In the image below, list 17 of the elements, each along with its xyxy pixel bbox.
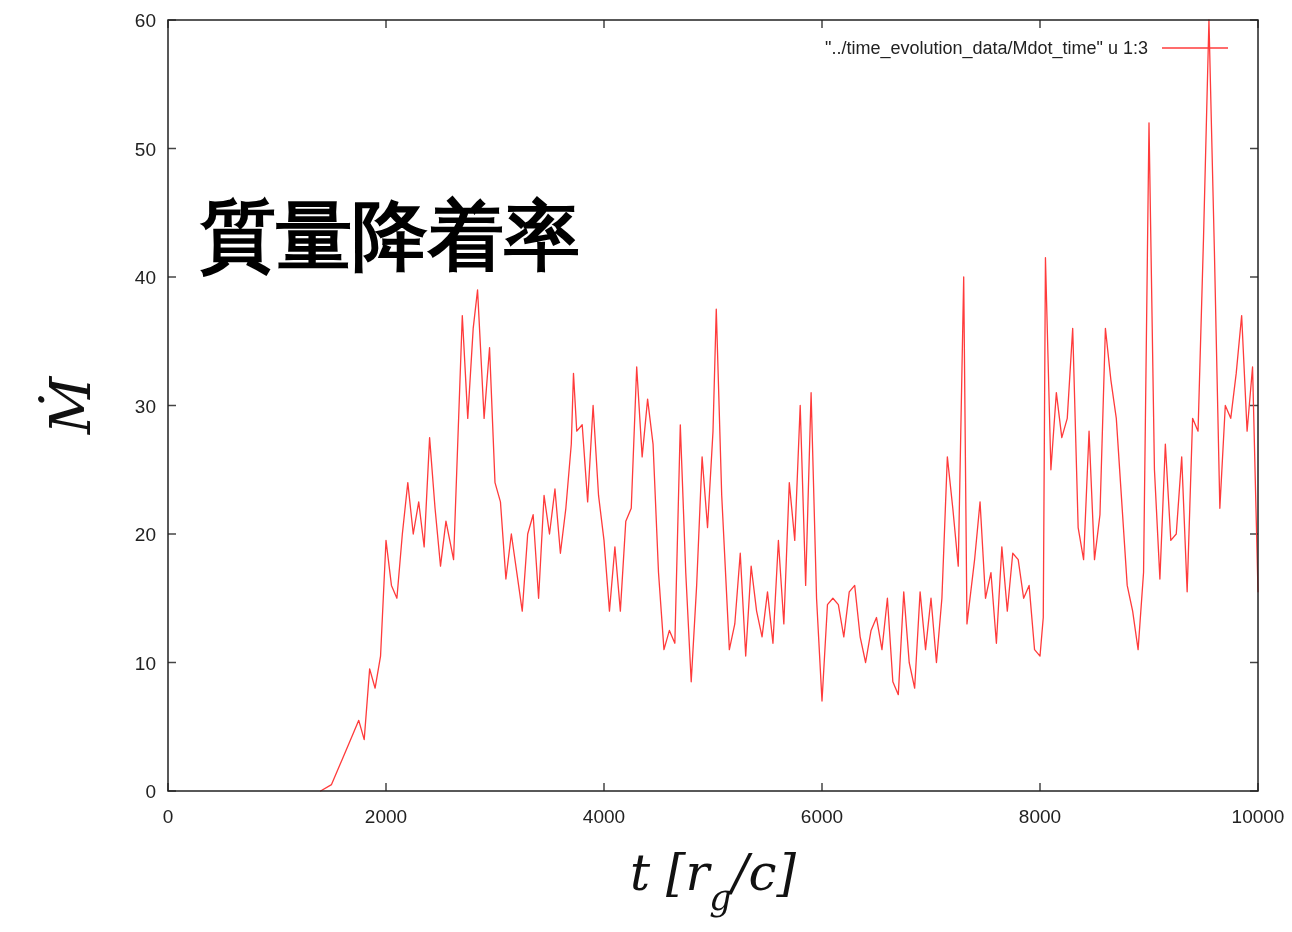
x-tick-label: 10000 — [1231, 806, 1285, 827]
x-tick-label: 4000 — [582, 806, 626, 827]
y-tick-label: 20 — [134, 524, 156, 545]
x-tick-label: 2000 — [364, 806, 408, 827]
text: 質量降着率 — [199, 191, 580, 280]
x-tick-label: 6000 — [800, 806, 844, 827]
y-tick-label: 10 — [134, 652, 156, 674]
y-tick-label: 0 — [145, 781, 156, 802]
x-axis-title: t [r$_{g}$/c] — [629, 844, 797, 918]
y-tick-label: 50 — [134, 138, 156, 160]
y-tick-label: 60 — [134, 10, 156, 31]
y-axis-title: Ṁ — [38, 375, 103, 436]
legend-label: "../time_evolution_data/Mdot_time" u 1:3 — [825, 38, 1148, 59]
y-tick-label: 40 — [134, 267, 156, 288]
x-tick-label: 0 — [162, 806, 174, 827]
y-tick-label: 30 — [134, 395, 156, 417]
x-tick-label: 8000 — [1018, 806, 1062, 827]
